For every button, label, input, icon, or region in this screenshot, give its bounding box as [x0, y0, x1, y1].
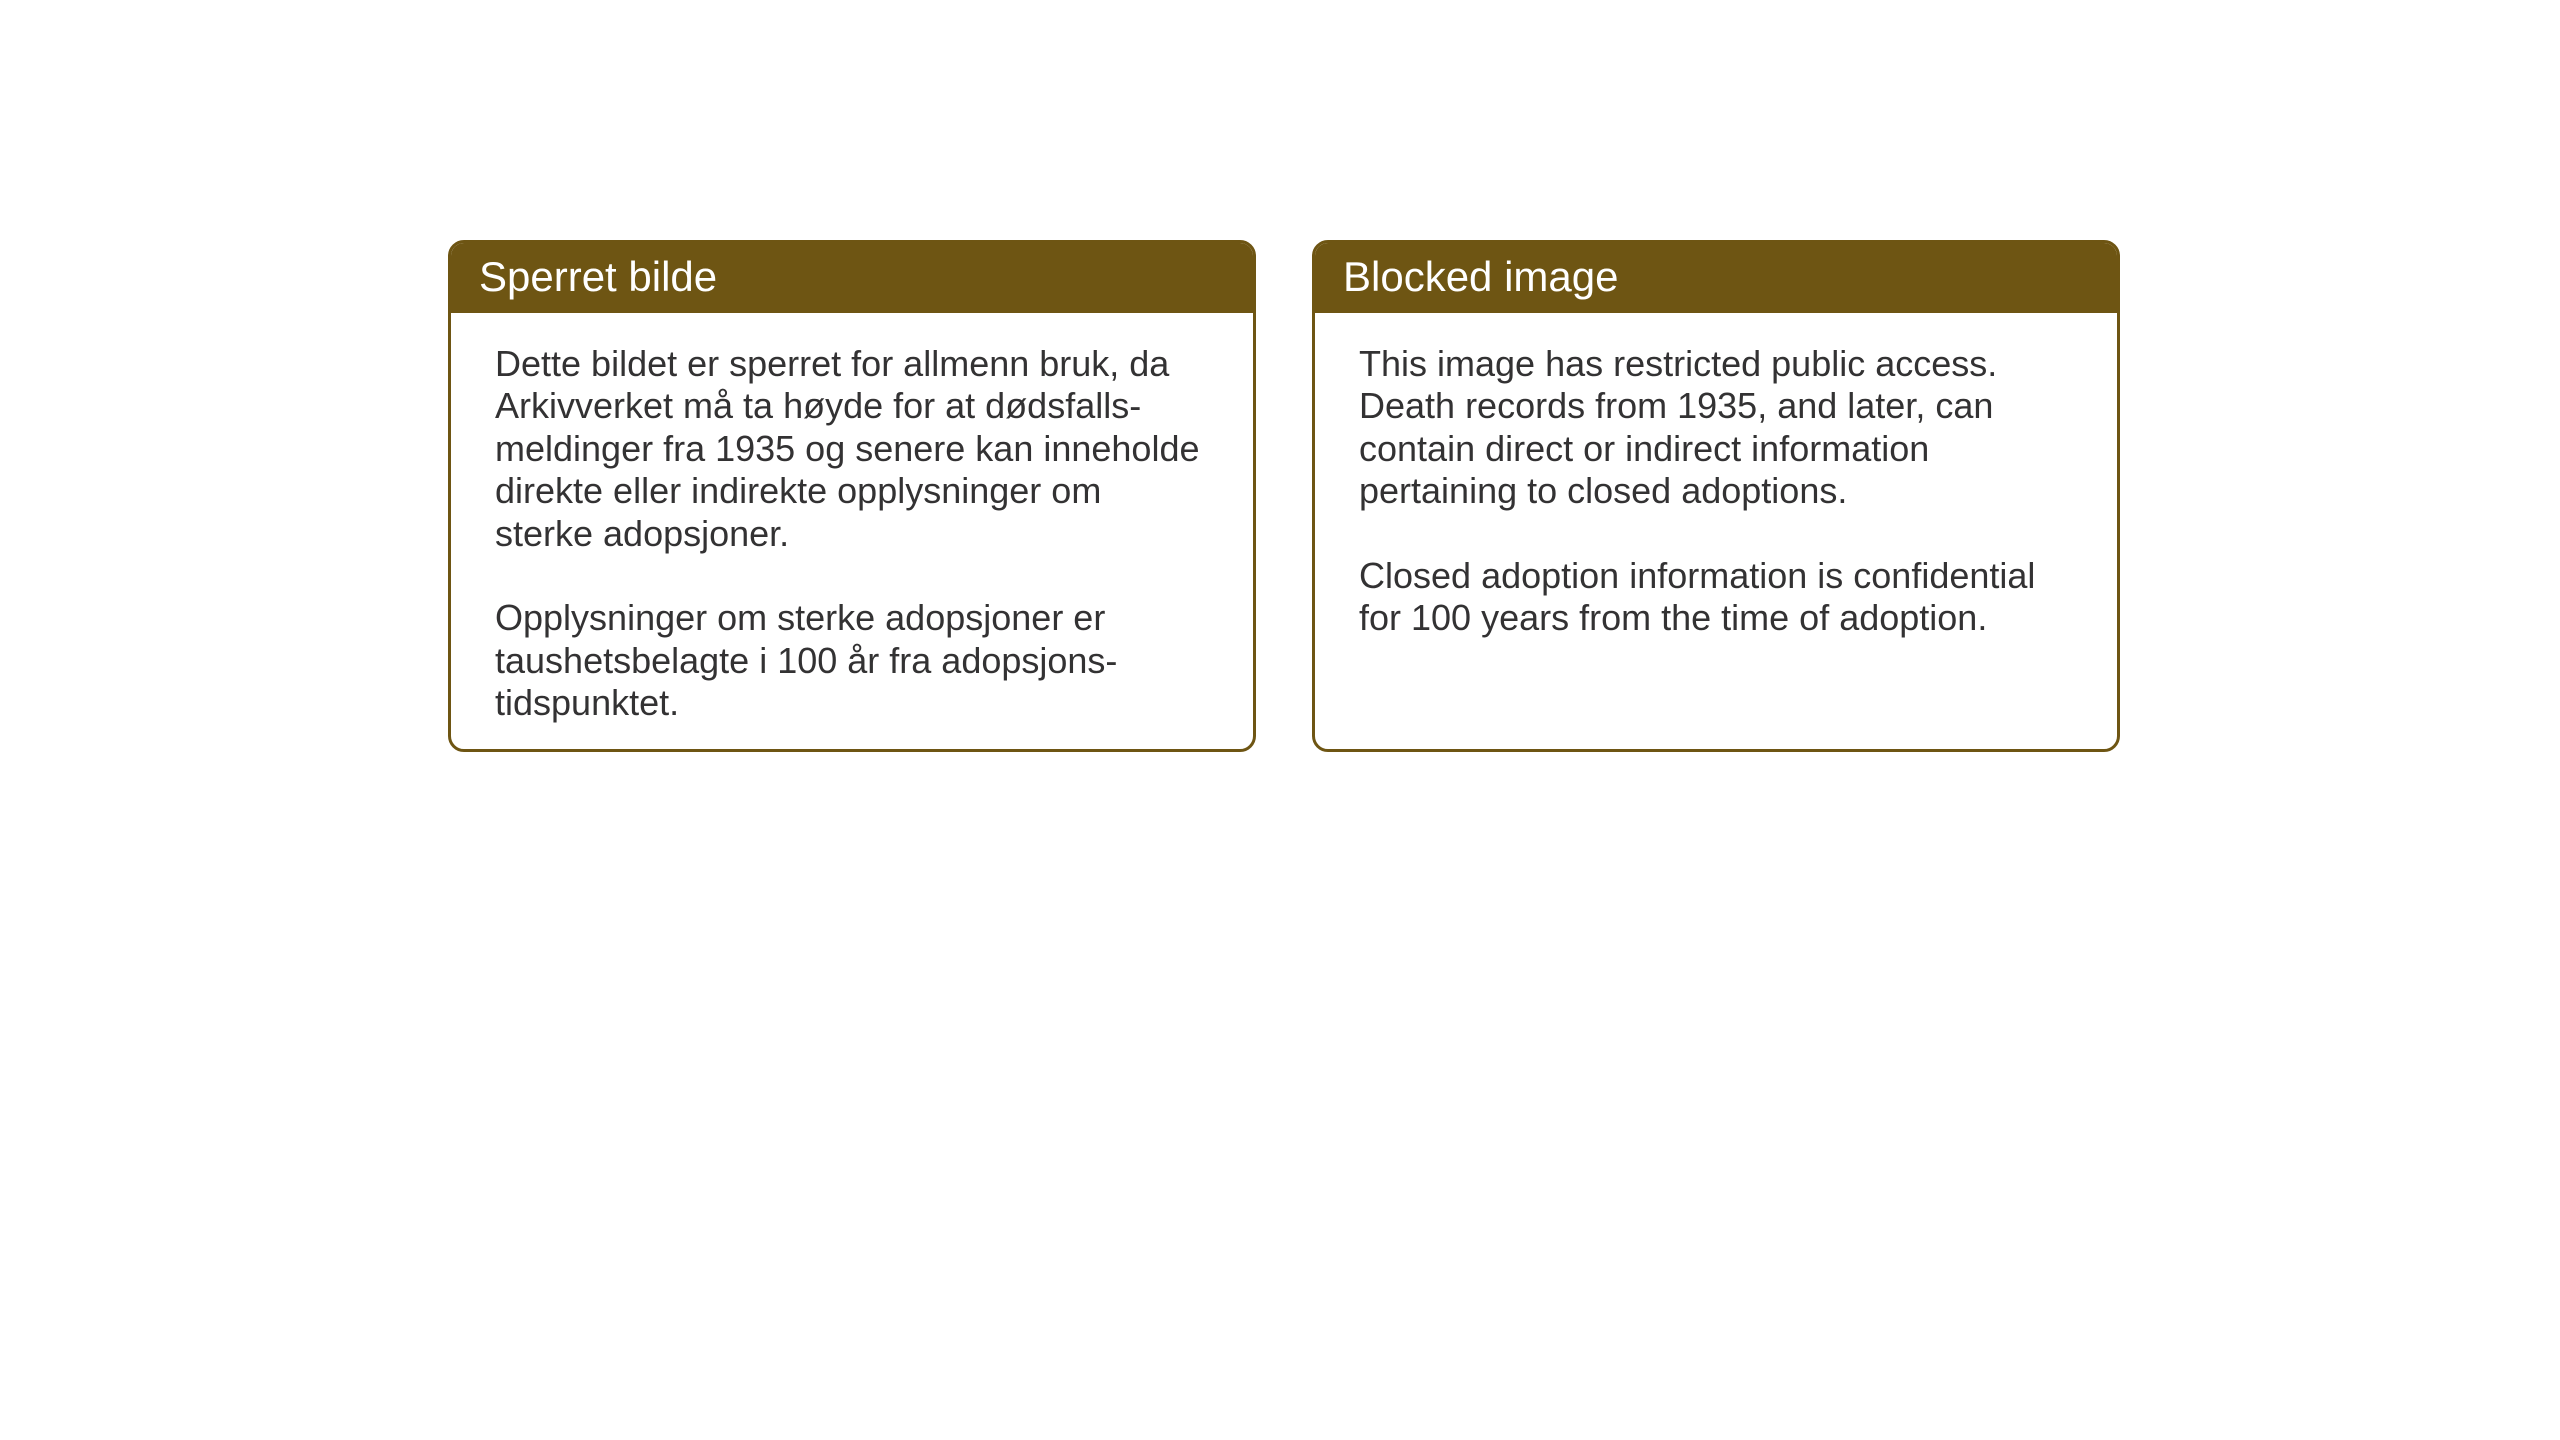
card-title-english: Blocked image — [1343, 253, 1618, 300]
card-para1-norwegian: Dette bildet er sperret for allmenn bruk… — [495, 343, 1209, 555]
card-body-norwegian: Dette bildet er sperret for allmenn bruk… — [451, 313, 1253, 752]
notice-card-norwegian: Sperret bilde Dette bildet er sperret fo… — [448, 240, 1256, 752]
card-title-norwegian: Sperret bilde — [479, 253, 717, 300]
card-header-norwegian: Sperret bilde — [451, 243, 1253, 313]
notice-cards-container: Sperret bilde Dette bildet er sperret fo… — [448, 240, 2120, 752]
notice-card-english: Blocked image This image has restricted … — [1312, 240, 2120, 752]
card-body-english: This image has restricted public access.… — [1315, 313, 2117, 670]
card-para2-norwegian: Opplysninger om sterke adopsjoner er tau… — [495, 597, 1209, 724]
card-para1-english: This image has restricted public access.… — [1359, 343, 2073, 513]
card-para2-english: Closed adoption information is confident… — [1359, 555, 2073, 640]
card-header-english: Blocked image — [1315, 243, 2117, 313]
